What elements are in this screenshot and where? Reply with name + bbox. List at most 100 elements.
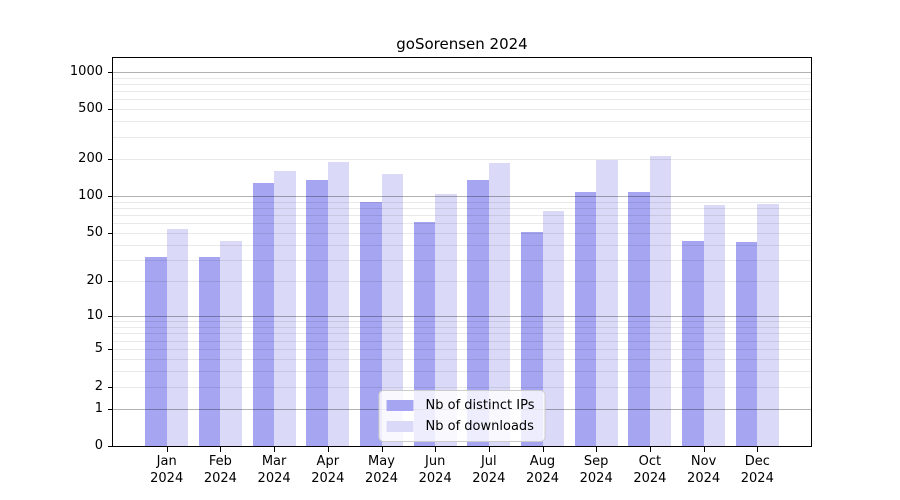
gridline-9 (113, 321, 811, 323)
gridline-400 (113, 121, 811, 123)
gridline-8 (113, 327, 811, 328)
bar-downloads-aug-2024 (542, 211, 564, 446)
bar-downloads-oct-2024 (649, 156, 672, 446)
gridline-100 (113, 196, 811, 197)
bar-downloads-may-2024 (381, 173, 403, 446)
bar-downloads-jan-2024 (166, 228, 189, 446)
chart-title: goSorensen 2024 (396, 35, 528, 53)
y-tick-label-10: 10 (86, 308, 103, 324)
x-tick-label-oct-2024: Oct 2024 (633, 454, 667, 486)
y-tick-mark-0 (108, 446, 113, 447)
x-tick-mark-nov-2024 (703, 447, 705, 452)
gridline-5 (113, 348, 811, 350)
y-tick-mark-500 (108, 109, 113, 111)
gridline-800 (113, 83, 811, 85)
gridline-1000 (113, 71, 811, 73)
x-tick-label-may-2024: May 2024 (364, 454, 399, 486)
x-tick-mark-aug-2024 (542, 447, 544, 452)
bar-downloads-apr-2024 (327, 161, 350, 446)
bar-downloads-dec-2024 (757, 204, 779, 446)
x-tick-label-sep-2024: Sep 2024 (579, 454, 613, 486)
gridline-500 (113, 109, 811, 111)
y-tick-label-0: 0 (94, 438, 103, 453)
y-tick-mark-50 (108, 233, 113, 234)
bar-downloads-nov-2024 (703, 205, 726, 446)
x-tick-label-jun-2024: Jun 2024 (418, 454, 452, 486)
x-tick-mark-jun-2024 (435, 447, 437, 452)
gridline-900 (113, 77, 811, 79)
y-tick-label-200: 200 (78, 150, 103, 166)
y-tick-mark-5 (108, 348, 113, 350)
x-tick-mark-mar-2024 (274, 447, 276, 452)
x-tick-mark-jan-2024 (166, 447, 168, 452)
gridline-60 (113, 223, 811, 225)
gridline-70 (113, 215, 811, 217)
x-tick-label-jul-2024: Jul 2024 (472, 454, 506, 486)
y-tick-label-500: 500 (78, 101, 103, 117)
x-tick-label-jan-2024: Jan 2024 (150, 454, 184, 486)
legend-item-distinct-ips: Nb of distinct IPs (386, 398, 535, 413)
bar-distinct-ips-apr-2024 (306, 179, 328, 446)
bar-downloads-jul-2024 (488, 162, 511, 446)
gridline-20 (113, 281, 811, 283)
x-tick-mark-may-2024 (381, 447, 383, 452)
y-tick-label-20: 20 (86, 273, 103, 289)
gridline-6 (113, 340, 811, 342)
gridline-2 (113, 386, 811, 388)
gridline-300 (113, 136, 811, 138)
gridline-3 (113, 370, 811, 372)
gridline-40 (113, 244, 811, 246)
y-tick-mark-1000 (108, 71, 113, 73)
gridline-200 (113, 158, 811, 160)
bar-distinct-ips-feb-2024 (198, 256, 221, 446)
y-tick-label-50: 50 (86, 225, 103, 240)
bar-distinct-ips-may-2024 (360, 202, 382, 446)
bar-downloads-sep-2024 (596, 159, 618, 446)
x-tick-mark-sep-2024 (596, 447, 598, 452)
gridline-50 (113, 233, 811, 234)
y-tick-mark-1 (108, 408, 113, 410)
y-tick-mark-100 (108, 196, 113, 197)
gridline-10 (113, 316, 811, 318)
x-tick-mark-jul-2024 (488, 447, 490, 452)
bar-downloads-feb-2024 (220, 241, 242, 446)
legend-label-distinct-ips: Nb of distinct IPs (425, 398, 535, 413)
bar-distinct-ips-dec-2024 (735, 242, 758, 446)
legend-swatch-downloads (386, 421, 414, 432)
x-tick-label-mar-2024: Mar 2024 (257, 454, 291, 486)
gridline-30 (113, 260, 811, 261)
y-tick-mark-20 (108, 281, 113, 283)
gridline-4 (113, 358, 811, 360)
y-tick-mark-10 (108, 316, 113, 318)
bar-downloads-jun-2024 (435, 194, 457, 446)
bar-distinct-ips-mar-2024 (252, 183, 275, 446)
y-tick-label-1000: 1000 (69, 63, 103, 79)
gridline-700 (113, 91, 811, 93)
bar-distinct-ips-jul-2024 (467, 179, 489, 446)
y-tick-mark-2 (108, 386, 113, 388)
x-tick-mark-feb-2024 (220, 447, 222, 452)
x-tick-mark-dec-2024 (757, 447, 759, 452)
x-tick-label-apr-2024: Apr 2024 (311, 454, 345, 486)
y-tick-label-5: 5 (94, 340, 103, 356)
legend-item-downloads: Nb of downloads (386, 419, 535, 434)
x-tick-label-aug-2024: Aug 2024 (525, 454, 560, 486)
bar-distinct-ips-nov-2024 (682, 241, 704, 446)
y-tick-label-2: 2 (94, 378, 103, 394)
gridline-80 (113, 208, 811, 209)
x-tick-mark-oct-2024 (649, 447, 651, 452)
legend: Nb of distinct IPs Nb of downloads (378, 390, 546, 442)
bar-distinct-ips-oct-2024 (628, 191, 650, 446)
x-tick-label-dec-2024: Dec 2024 (740, 454, 774, 486)
y-tick-mark-200 (108, 158, 113, 160)
gridline-90 (113, 201, 811, 203)
bar-distinct-ips-sep-2024 (574, 191, 597, 446)
bar-distinct-ips-jan-2024 (145, 256, 167, 446)
legend-swatch-distinct-ips (386, 400, 414, 411)
x-tick-label-feb-2024: Feb 2024 (203, 454, 237, 486)
